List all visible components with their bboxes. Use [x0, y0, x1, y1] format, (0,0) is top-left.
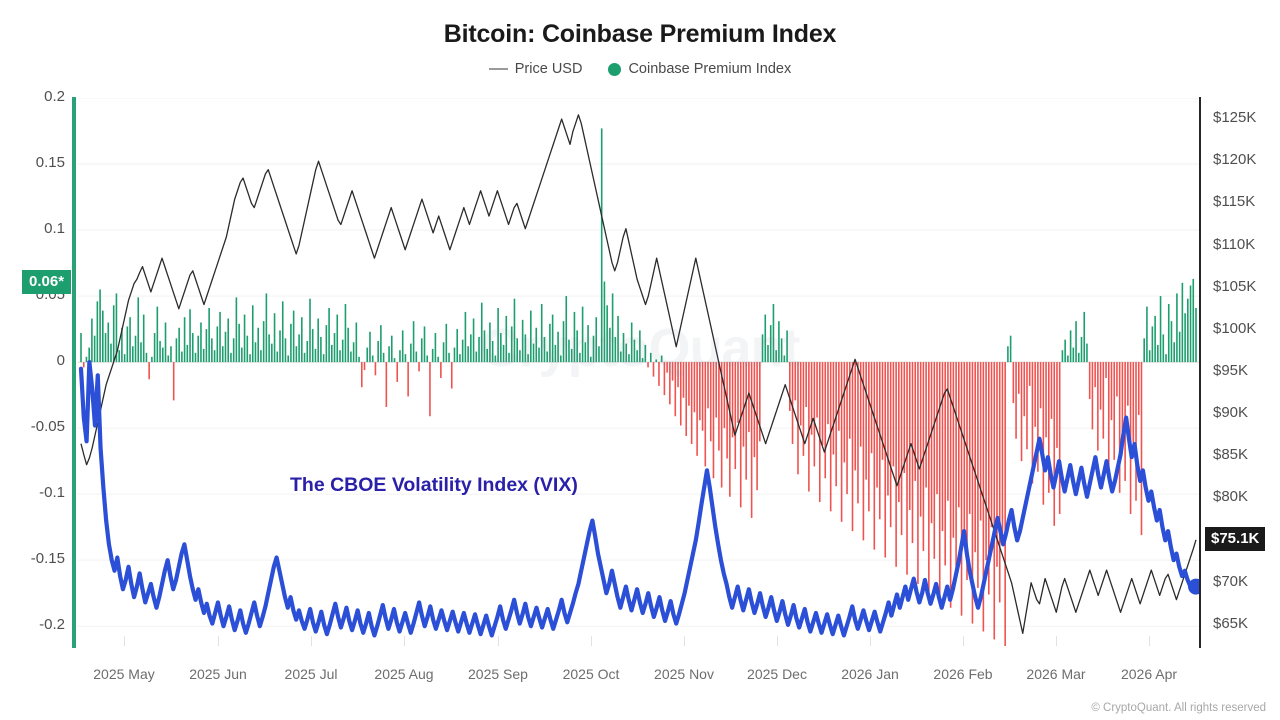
line-marker-icon: [488, 68, 508, 70]
right-tick-label: $70K: [1213, 572, 1249, 590]
x-tick-mark: [124, 636, 125, 646]
left-tick-label: -0.15: [30, 550, 65, 568]
right-tick-label: $105K: [1213, 277, 1257, 295]
x-tick-label: 2025 Sep: [468, 666, 528, 682]
legend-label-coinbase-premium-index: Coinbase Premium Index: [628, 61, 792, 77]
right-tick-label: $90K: [1213, 404, 1249, 422]
x-tick-mark: [963, 636, 964, 646]
x-tick-label: 2026 Apr: [1120, 666, 1178, 682]
x-tick-label: 2025 Aug: [374, 666, 434, 682]
vix-annotation: The CBOE Volatility Index (VIX): [290, 474, 578, 496]
page-title: Bitcoin: Coinbase Premium Index: [443, 20, 837, 48]
left-tick-label: 0.15: [35, 154, 65, 172]
x-tick-mark: [1149, 636, 1150, 646]
x-tick-mark: [777, 636, 778, 646]
left-value-badge: 0.06*: [22, 269, 72, 294]
x-tick-mark: [684, 636, 685, 646]
x-tick-mark: [1056, 636, 1057, 646]
x-tick-mark: [591, 636, 592, 646]
x-tick-mark: [498, 636, 499, 646]
vix-line: [78, 360, 1199, 638]
x-tick-label: 2025 Jul: [284, 666, 338, 682]
left-tick-label: 0.2: [44, 88, 65, 105]
right-tick-label: $120K: [1213, 151, 1257, 169]
legend-label-price-usd: Price USD: [514, 61, 583, 77]
vix-end-marker: [1188, 578, 1199, 595]
x-tick-mark: [218, 636, 219, 646]
x-tick-label: 2025 Nov: [654, 666, 714, 682]
legend-item-price-usd[interactable]: Price USD: [488, 61, 583, 77]
premium-index-bars: [80, 128, 1197, 646]
left-axis-line: [72, 97, 76, 648]
right-axis-line: [1199, 97, 1201, 648]
left-tick-label: -0.2: [39, 616, 65, 634]
x-tick-label: 2026 Jan: [841, 666, 899, 682]
right-value-badge: $75.1K: [1205, 526, 1266, 551]
right-tick-label: $125K: [1213, 109, 1257, 127]
copyright-footer: © CryptoQuant. All rights reserved: [1091, 702, 1266, 714]
x-tick-label: 2026 Feb: [933, 666, 993, 682]
right-tick-label: $80K: [1213, 488, 1249, 506]
x-tick-label: 2026 Mar: [1026, 666, 1086, 682]
right-tick-label: $100K: [1213, 319, 1257, 337]
x-tick-mark: [870, 636, 871, 646]
x-tick-label: 2025 Oct: [562, 666, 620, 682]
chart-legend: Price USD Coinbase Premium Index: [0, 61, 1280, 77]
left-tick-label: 0.1: [44, 220, 65, 238]
right-tick-label: $95K: [1213, 362, 1249, 379]
left-tick-label: -0.05: [30, 418, 65, 436]
price-usd-line: [80, 114, 1197, 634]
dot-marker-icon: [608, 62, 622, 76]
right-tick-label: $65K: [1213, 614, 1249, 632]
x-tick-label: 2025 Dec: [747, 666, 807, 682]
x-tick-mark: [311, 636, 312, 646]
x-tick-mark: [404, 636, 405, 646]
x-tick-label: 2025 May: [93, 666, 155, 682]
x-tick-label: 2025 Jun: [189, 666, 247, 682]
left-tick-label: 0: [56, 352, 65, 370]
chart-svg: [78, 98, 1199, 646]
right-tick-label: $110K: [1213, 235, 1256, 253]
right-tick-label: $115K: [1213, 193, 1256, 211]
left-tick-label: -0.1: [39, 484, 65, 502]
right-tick-label: $85K: [1213, 446, 1249, 464]
plot-area: [78, 98, 1199, 646]
legend-item-coinbase-premium-index[interactable]: Coinbase Premium Index: [608, 61, 791, 77]
